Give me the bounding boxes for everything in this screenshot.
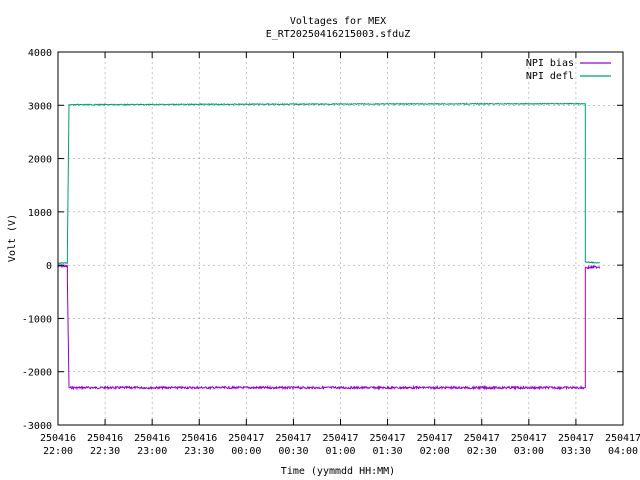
y-tick-label: -1000 [22, 314, 52, 325]
x-tick-time: 22:00 [43, 446, 73, 457]
x-tick-time: 01:00 [325, 446, 355, 457]
x-tick-time: 22:30 [90, 446, 120, 457]
legend-label-npi-defl: NPI defl [526, 71, 574, 82]
x-tick-date: 250416 [134, 433, 170, 444]
y-axis-label: Volt (V) [7, 214, 18, 262]
x-tick-time: 00:00 [231, 446, 261, 457]
chart-subtitle: E_RT20250416215003.sfduZ [266, 29, 411, 40]
series-line-npi-defl [57, 102, 600, 265]
y-tick-label: -2000 [22, 368, 52, 379]
y-axis: -3000 -2000 -1000 0 1000 2000 3000 4000 [22, 48, 623, 432]
x-tick-date: 250417 [511, 433, 547, 444]
x-tick-time: 23:30 [184, 446, 214, 457]
x-tick-time: 01:30 [373, 446, 403, 457]
grid [58, 52, 623, 425]
y-tick-label: 0 [46, 261, 52, 272]
x-tick-date: 250417 [228, 433, 264, 444]
x-tick-time: 02:30 [467, 446, 497, 457]
y-tick-label: -3000 [22, 421, 52, 432]
x-tick-date: 250416 [40, 433, 76, 444]
y-tick-label: 4000 [28, 48, 52, 59]
x-tick-date: 250417 [370, 433, 406, 444]
series-line-npi-bias [58, 264, 600, 391]
x-tick-time: 00:30 [278, 446, 308, 457]
y-tick-label: 3000 [28, 101, 52, 112]
x-axis: 250416 22:00 250416 22:30 250416 23:00 250416 2… [40, 52, 640, 457]
x-tick-time: 04:00 [608, 446, 638, 457]
chart-title: Voltages for MEX [290, 16, 386, 27]
x-tick-date: 250417 [322, 433, 358, 444]
x-tick-date: 250417 [464, 433, 500, 444]
x-tick-date: 250417 [558, 433, 594, 444]
x-tick-date: 250417 [275, 433, 311, 444]
x-axis-label: Time (yymmdd HH:MM) [281, 466, 395, 477]
legend-label-npi-bias: NPI bias [526, 58, 574, 69]
series-layer [57, 102, 600, 391]
plot-border [57, 51, 624, 426]
y-tick-label: 2000 [28, 155, 52, 166]
x-tick-time: 03:00 [514, 446, 544, 457]
x-tick-date: 250417 [605, 433, 640, 444]
x-tick-time: 03:30 [561, 446, 591, 457]
x-tick-date: 250417 [417, 433, 453, 444]
y-tick-label: 1000 [28, 208, 52, 219]
legend: NPI bias NPI defl [526, 58, 611, 82]
x-tick-time: 23:00 [137, 446, 167, 457]
x-tick-time: 02:00 [420, 446, 450, 457]
x-tick-date: 250416 [181, 433, 217, 444]
x-tick-date: 250416 [87, 433, 123, 444]
